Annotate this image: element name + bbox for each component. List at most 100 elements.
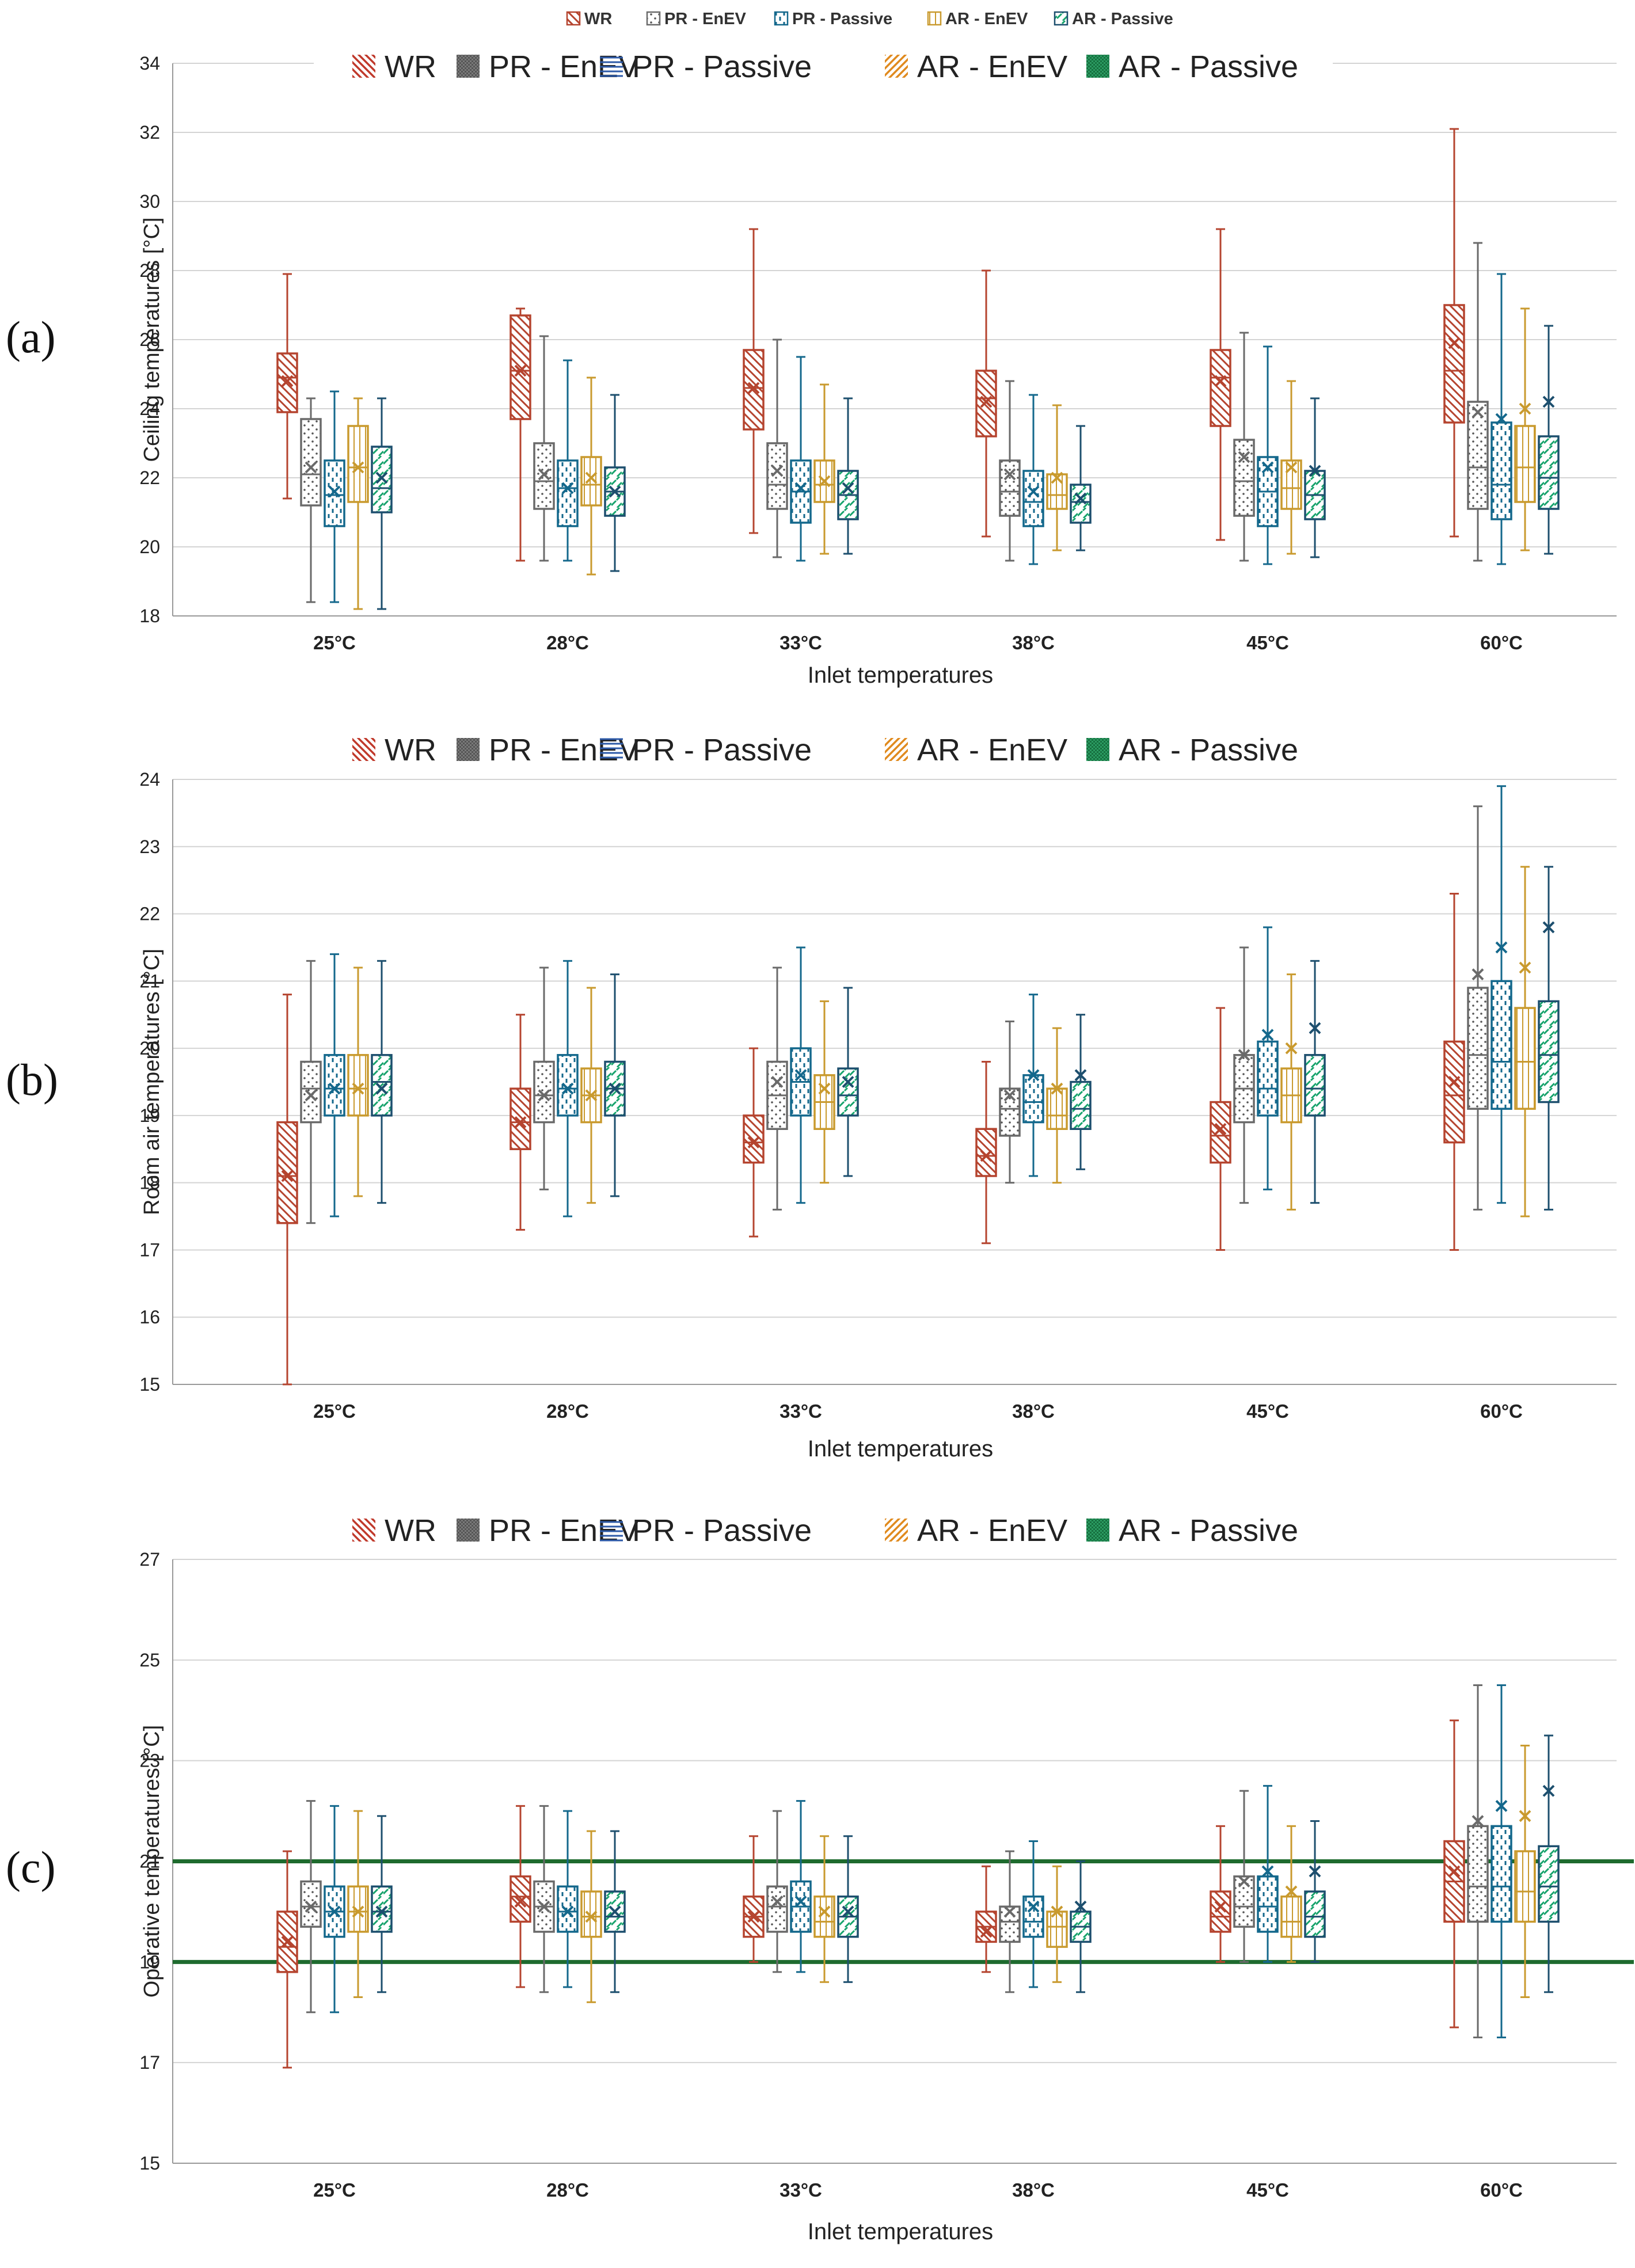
legend-swatch-2: [600, 55, 623, 78]
x-axis-label: Inlet temperatures: [808, 2219, 993, 2244]
mean-marker: [1074, 1069, 1087, 1082]
mean-marker: [585, 1089, 598, 1102]
box-2-5: [1490, 421, 1512, 520]
legend-swatch-1: [457, 738, 480, 761]
box-2-0: [324, 459, 345, 527]
legend-swatch-2: [600, 738, 623, 761]
mean-marker: [561, 482, 574, 494]
mean-marker: [1238, 1875, 1250, 1888]
x-tick-label: 28°C: [546, 632, 589, 653]
x-tick-label: 38°C: [1012, 632, 1055, 653]
legend-swatch-3: [885, 738, 908, 761]
box-1-0: [300, 1880, 322, 1928]
mean-marker: [1261, 1029, 1274, 1041]
mean-marker: [1285, 461, 1298, 474]
box-4-2: [837, 1067, 859, 1117]
mean-marker: [1448, 1865, 1461, 1878]
box-0-5: [1443, 304, 1465, 424]
box-1-0: [300, 1060, 322, 1124]
mean-marker: [514, 364, 527, 377]
box-4-5: [1538, 435, 1560, 510]
x-tick-label: 25°C: [313, 2179, 356, 2201]
mean-marker: [514, 1896, 527, 1908]
x-tick-label: 45°C: [1246, 632, 1289, 653]
y-axis-label: Operative temperatures [°C]: [140, 1725, 164, 1998]
legend-label-2: PR - Passive: [632, 1513, 812, 1548]
mean-marker: [561, 1082, 574, 1095]
top-legend-swatch-2: [774, 11, 789, 26]
box-4-0: [371, 446, 393, 513]
mean-marker: [328, 1082, 341, 1095]
mean-marker: [1051, 471, 1063, 484]
y-tick-label: 22: [139, 467, 160, 488]
y-tick-label: 15: [139, 2153, 160, 2174]
mean-marker: [1003, 468, 1016, 481]
mean-marker: [1471, 406, 1484, 418]
mean-marker: [585, 1911, 598, 1923]
box-0-4: [1210, 1890, 1231, 1933]
mean-marker: [609, 485, 621, 498]
legend-label-4: AR - Passive: [1119, 733, 1298, 767]
mean-marker: [281, 1170, 294, 1182]
top-legend-swatch-1: [646, 11, 661, 26]
mean-marker: [771, 1076, 784, 1088]
box-1-2: [766, 442, 788, 510]
y-tick-label: 19: [139, 1951, 160, 1972]
y-tick-label: 16: [139, 1307, 160, 1327]
mean-marker: [1027, 1900, 1040, 1913]
y-tick-label: 24: [139, 398, 160, 419]
mean-marker: [794, 482, 807, 494]
y-tick-label: 26: [139, 329, 160, 350]
legend-label-3: AR - EnEV: [917, 1513, 1067, 1548]
box-1-0: [300, 418, 322, 507]
mean-marker: [1542, 1784, 1555, 1797]
box-2-1: [557, 1054, 579, 1117]
mean-marker: [1261, 461, 1274, 474]
box-4-5: [1538, 1845, 1560, 1923]
box-3-1: [580, 456, 602, 507]
mean-marker: [747, 1911, 760, 1923]
mean-marker: [375, 1905, 388, 1918]
x-axis-label: Inlet temperatures: [808, 663, 993, 688]
mean-marker: [1309, 1865, 1321, 1878]
y-tick-label: 23: [139, 836, 160, 857]
mean-marker: [352, 461, 364, 474]
box-0-4: [1210, 1101, 1231, 1164]
legend-label-0: WR: [385, 1513, 436, 1548]
mean-marker: [747, 382, 760, 394]
mean-marker: [1051, 1082, 1063, 1095]
box-1-1: [533, 442, 555, 510]
box-3-0: [347, 1054, 369, 1117]
mean-marker: [1003, 1905, 1016, 1918]
box-0-4: [1210, 349, 1231, 427]
legend-label-2: PR - Passive: [632, 733, 812, 767]
mean-marker: [842, 1076, 854, 1088]
legend-swatch-1: [457, 55, 480, 78]
panel-label: (c): [6, 1842, 56, 1892]
mean-marker: [1238, 1049, 1250, 1061]
mean-marker: [1214, 375, 1227, 387]
mean-marker: [1471, 1815, 1484, 1827]
box-4-1: [604, 1890, 626, 1933]
panel-label: (b): [6, 1055, 58, 1105]
x-tick-label: 45°C: [1246, 2179, 1289, 2201]
mean-marker: [1495, 941, 1508, 954]
mean-marker: [1074, 492, 1087, 505]
box-3-0: [347, 425, 369, 503]
box-4-4: [1304, 1054, 1326, 1117]
mean-marker: [1519, 402, 1531, 415]
legend-label-3: AR - EnEV: [917, 733, 1067, 767]
box-0-5: [1443, 1040, 1465, 1144]
y-tick-label: 20: [139, 536, 160, 557]
y-tick-label: 18: [139, 606, 160, 626]
legend-swatch-1: [457, 1519, 480, 1542]
box-2-3: [1022, 470, 1044, 527]
mean-marker: [1495, 1799, 1508, 1812]
mean-marker: [1542, 921, 1555, 934]
legend-swatch-3: [885, 1519, 908, 1542]
mean-marker: [1074, 1900, 1087, 1913]
box-0-1: [509, 1875, 531, 1923]
box-4-0: [371, 1054, 393, 1117]
